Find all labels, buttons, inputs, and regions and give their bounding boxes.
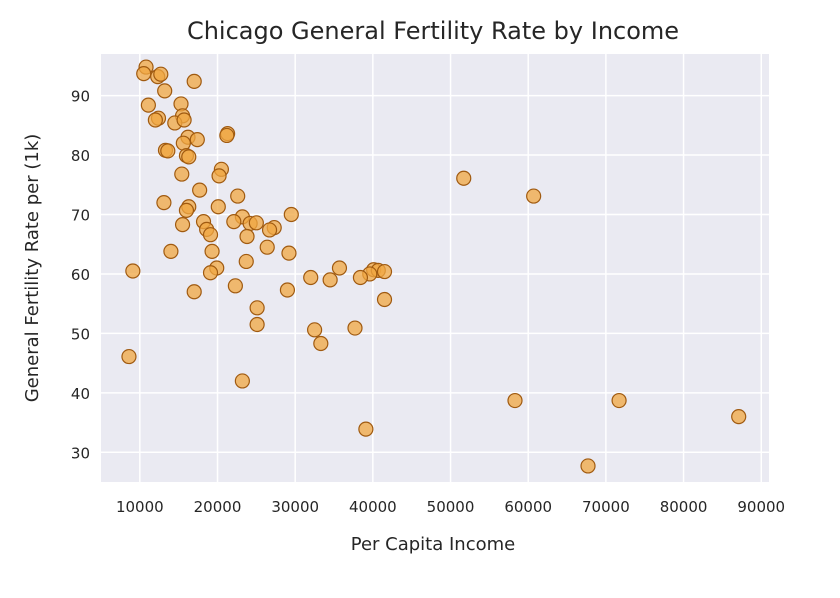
data-point bbox=[731, 409, 747, 425]
data-point bbox=[249, 300, 265, 316]
data-point bbox=[279, 282, 296, 298]
data-point bbox=[202, 227, 219, 243]
y-tick-label: 30 bbox=[71, 444, 90, 462]
x-tick-label: 80000 bbox=[660, 498, 708, 516]
data-point bbox=[227, 278, 243, 294]
y-tick-label: 40 bbox=[71, 385, 90, 403]
data-points bbox=[121, 59, 747, 474]
data-point bbox=[186, 284, 202, 300]
data-point bbox=[313, 335, 329, 352]
data-point bbox=[331, 260, 348, 276]
data-point bbox=[147, 112, 163, 128]
y-axis-label: General Fertility Rate per (1k) bbox=[22, 134, 43, 403]
data-point bbox=[283, 206, 299, 223]
data-point bbox=[259, 239, 275, 255]
data-point bbox=[230, 188, 246, 204]
data-point bbox=[174, 217, 191, 233]
y-tick-label: 60 bbox=[71, 266, 90, 284]
data-point bbox=[507, 392, 523, 409]
data-point bbox=[249, 316, 265, 333]
data-point bbox=[175, 135, 191, 151]
x-tick-label: 90000 bbox=[737, 498, 785, 516]
data-point bbox=[157, 83, 173, 99]
data-point bbox=[226, 214, 242, 230]
data-point bbox=[211, 168, 227, 184]
y-tick-label: 80 bbox=[71, 147, 90, 165]
data-point bbox=[204, 243, 220, 259]
x-tick-label: 70000 bbox=[582, 498, 630, 516]
data-point bbox=[376, 263, 393, 280]
grid-lines bbox=[101, 54, 769, 482]
x-tick-labels: 10000 20000 30000 40000 50000 60000 70000 80000… bbox=[116, 498, 785, 516]
data-point bbox=[192, 182, 208, 198]
data-point bbox=[281, 245, 297, 261]
x-tick-label: 20000 bbox=[194, 498, 242, 516]
data-point bbox=[358, 421, 374, 437]
data-point bbox=[176, 112, 192, 128]
chart-title: Chicago General Fertility Rate by Income bbox=[187, 17, 679, 45]
data-point bbox=[219, 127, 235, 144]
data-point bbox=[153, 66, 169, 82]
y-tick-label: 90 bbox=[71, 88, 90, 106]
plot-area bbox=[101, 54, 769, 482]
data-point bbox=[121, 348, 137, 365]
data-point bbox=[352, 269, 369, 286]
data-point bbox=[307, 322, 323, 338]
data-point bbox=[526, 188, 542, 204]
data-point bbox=[347, 320, 363, 336]
data-point bbox=[239, 228, 255, 245]
data-point bbox=[303, 269, 319, 286]
data-point bbox=[248, 215, 264, 231]
data-point bbox=[611, 392, 627, 409]
data-point bbox=[202, 265, 219, 281]
data-point bbox=[456, 170, 472, 186]
y-tick-label: 70 bbox=[71, 207, 90, 225]
data-point bbox=[189, 132, 205, 148]
data-point bbox=[174, 166, 190, 182]
data-point bbox=[163, 243, 179, 259]
x-axis-label: Per Capita Income bbox=[351, 534, 515, 555]
x-tick-label: 60000 bbox=[504, 498, 552, 516]
data-point bbox=[156, 195, 172, 211]
data-point bbox=[234, 373, 250, 389]
data-point bbox=[376, 291, 393, 308]
data-point bbox=[178, 202, 195, 218]
x-tick-label: 50000 bbox=[427, 498, 475, 516]
data-point bbox=[238, 253, 254, 270]
data-point bbox=[160, 143, 176, 159]
x-tick-label: 10000 bbox=[116, 498, 164, 516]
y-tick-labels: 30 40 50 60 70 80 90 bbox=[71, 88, 90, 463]
x-tick-label: 30000 bbox=[271, 498, 319, 516]
data-point bbox=[186, 73, 202, 89]
data-point bbox=[181, 149, 197, 165]
data-point bbox=[322, 272, 338, 288]
y-tick-label: 50 bbox=[71, 325, 90, 343]
x-tick-label: 40000 bbox=[349, 498, 397, 516]
data-point bbox=[261, 222, 278, 238]
data-point bbox=[136, 66, 152, 82]
data-point bbox=[580, 458, 596, 474]
data-point bbox=[210, 199, 226, 215]
data-point bbox=[125, 263, 141, 279]
data-point bbox=[140, 97, 156, 113]
